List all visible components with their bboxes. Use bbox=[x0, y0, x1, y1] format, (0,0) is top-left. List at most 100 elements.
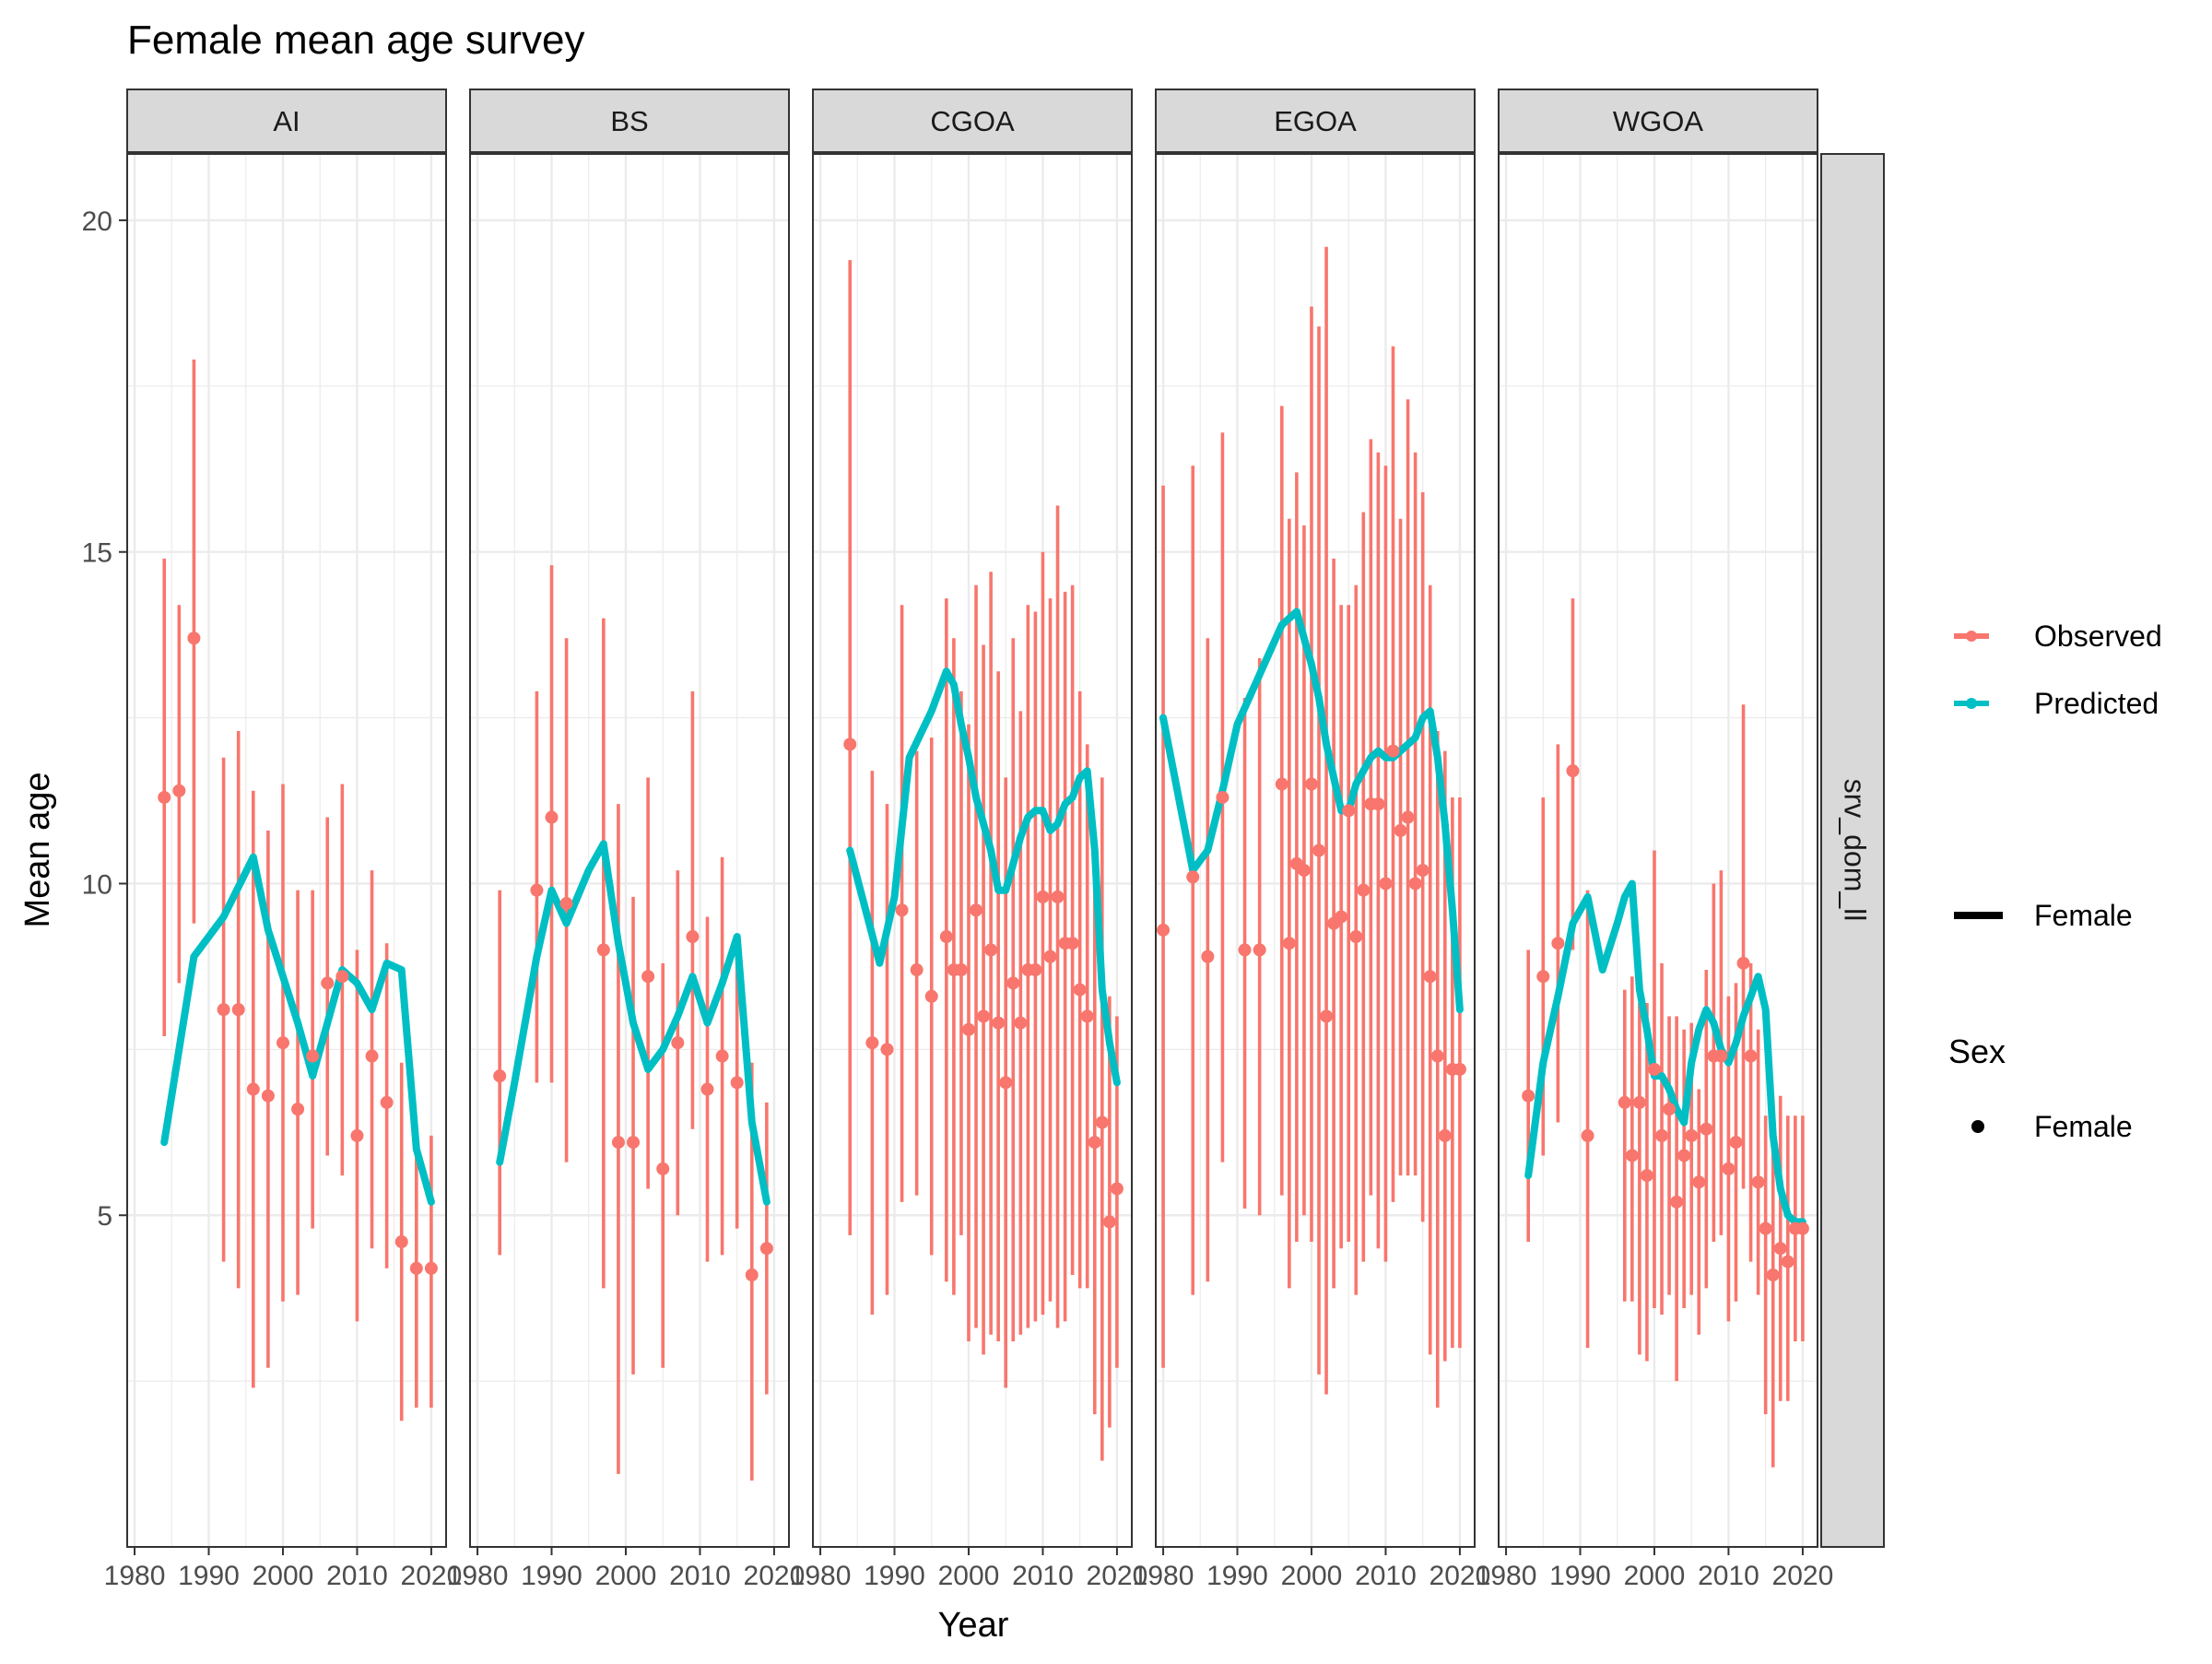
observed-point bbox=[1043, 950, 1057, 963]
facet-panels: AI 1980 1990 2000 2010 2020 5 10 15 20 BS 1980 1990 2… bbox=[82, 89, 1833, 1591]
legend-item-linetype-female: Female bbox=[1954, 899, 2133, 932]
observed-point bbox=[1394, 823, 1407, 837]
observed-point bbox=[1647, 1062, 1661, 1076]
panel-border bbox=[812, 153, 1133, 1548]
x-tick-label: 2000 bbox=[595, 1561, 657, 1591]
legend-label-observed: Observed bbox=[2034, 620, 2162, 653]
x-tick-label: 2020 bbox=[1430, 1561, 1491, 1591]
legend-item-shape-female: Female bbox=[1971, 1110, 2133, 1143]
panel-strip-background bbox=[812, 89, 1133, 153]
observed-point bbox=[1080, 1009, 1094, 1023]
x-tick-label: 1990 bbox=[521, 1561, 582, 1591]
observed-point bbox=[641, 970, 655, 984]
observed-point bbox=[1102, 1215, 1116, 1229]
panel-strip-label: BS bbox=[610, 105, 648, 137]
predicted-series-line bbox=[846, 667, 1121, 1087]
panel-bs: BS 1980 1990 2000 2010 2020 bbox=[447, 89, 806, 1591]
observed-point bbox=[1029, 963, 1042, 977]
observed-point bbox=[424, 1261, 438, 1275]
observed-point bbox=[365, 1049, 379, 1063]
observed-point bbox=[1581, 1128, 1594, 1142]
observed-point bbox=[954, 963, 968, 977]
observed-point bbox=[158, 790, 171, 804]
x-tick-label: 1990 bbox=[178, 1561, 240, 1591]
observed-point bbox=[1722, 1162, 1735, 1175]
observed-point bbox=[1625, 1149, 1639, 1162]
y-tick-label: 5 bbox=[97, 1201, 112, 1232]
panel-strip-background bbox=[1498, 89, 1818, 153]
observed-point bbox=[276, 1036, 289, 1050]
legend-key-shape-point bbox=[1971, 1120, 1984, 1133]
observed-point bbox=[1088, 1136, 1101, 1150]
x-tick-label: 2000 bbox=[938, 1561, 1000, 1591]
legend-key-observed-point bbox=[1966, 631, 1977, 642]
observed-point bbox=[1312, 844, 1326, 857]
x-tick-label: 2020 bbox=[1087, 1561, 1148, 1591]
observed-point bbox=[1014, 1016, 1028, 1030]
chart-title: Female mean age survey bbox=[127, 18, 584, 63]
x-axis-title: Year bbox=[938, 1606, 1009, 1645]
observed-point bbox=[1238, 943, 1252, 957]
observed-point bbox=[1073, 983, 1087, 997]
observed-point bbox=[961, 1022, 975, 1036]
observed-point bbox=[1744, 1049, 1758, 1063]
row-strip-label: srv_dom_ll bbox=[1839, 779, 1872, 922]
observed-point bbox=[1401, 810, 1415, 824]
observed-point bbox=[1416, 864, 1430, 878]
observed-point bbox=[1282, 937, 1296, 950]
panel-border bbox=[126, 153, 447, 1548]
observed-point bbox=[1438, 1128, 1452, 1142]
x-tick-label: 1980 bbox=[790, 1561, 852, 1591]
legend-title-sex: Sex bbox=[1948, 1033, 2006, 1070]
observed-point bbox=[1751, 1175, 1765, 1189]
observed-point bbox=[1566, 764, 1580, 778]
observed-point bbox=[380, 1095, 394, 1109]
observed-point bbox=[1759, 1221, 1772, 1235]
x-tick-label: 2000 bbox=[1281, 1561, 1343, 1591]
x-tick-label: 1990 bbox=[1206, 1561, 1268, 1591]
panel-strip-background bbox=[126, 89, 447, 153]
legend-label-predicted: Predicted bbox=[2034, 687, 2159, 720]
observed-point bbox=[1685, 1128, 1699, 1142]
observed-point bbox=[1157, 923, 1171, 937]
panel-strip-label: AI bbox=[273, 105, 300, 137]
observed-point bbox=[1692, 1175, 1706, 1189]
panel-border bbox=[1155, 153, 1476, 1548]
y-tick-label: 15 bbox=[82, 538, 112, 569]
y-tick-label: 10 bbox=[82, 869, 112, 900]
observed-point bbox=[1216, 790, 1230, 804]
predicted-series-line bbox=[1524, 879, 1806, 1226]
observed-point bbox=[999, 1076, 1013, 1090]
observed-point bbox=[187, 631, 201, 645]
observed-point bbox=[172, 784, 186, 797]
observed-point bbox=[1006, 976, 1020, 990]
x-tick-label: 2010 bbox=[1698, 1561, 1759, 1591]
observed-point bbox=[1677, 1149, 1691, 1162]
panel-strip-label: WGOA bbox=[1613, 105, 1703, 137]
observed-point bbox=[1297, 864, 1311, 878]
x-tick-label: 2010 bbox=[1012, 1561, 1074, 1591]
observed-point bbox=[291, 1103, 305, 1116]
x-tick-label: 2020 bbox=[744, 1561, 806, 1591]
observed-point bbox=[246, 1082, 260, 1096]
observed-point bbox=[1275, 777, 1288, 791]
observed-point bbox=[1795, 1221, 1809, 1235]
observed-point bbox=[1522, 1089, 1535, 1103]
panel-ai: AI 1980 1990 2000 2010 2020 5 10 15 20 bbox=[82, 89, 462, 1591]
observed-point bbox=[1110, 1182, 1124, 1196]
observed-point bbox=[730, 1076, 744, 1090]
legend-item-predicted: Predicted bbox=[1954, 687, 2159, 720]
panel-background bbox=[470, 154, 789, 1547]
observed-point bbox=[493, 1069, 507, 1083]
predicted-series-line bbox=[160, 853, 435, 1206]
observed-point bbox=[1423, 970, 1437, 984]
observed-point bbox=[1655, 1128, 1669, 1142]
observed-point bbox=[1095, 1115, 1109, 1129]
observed-point bbox=[1357, 883, 1371, 897]
observed-point bbox=[394, 1235, 408, 1249]
observed-point bbox=[596, 943, 610, 957]
observed-point bbox=[231, 1003, 245, 1017]
observed-point bbox=[745, 1268, 759, 1281]
observed-point bbox=[1186, 870, 1200, 884]
